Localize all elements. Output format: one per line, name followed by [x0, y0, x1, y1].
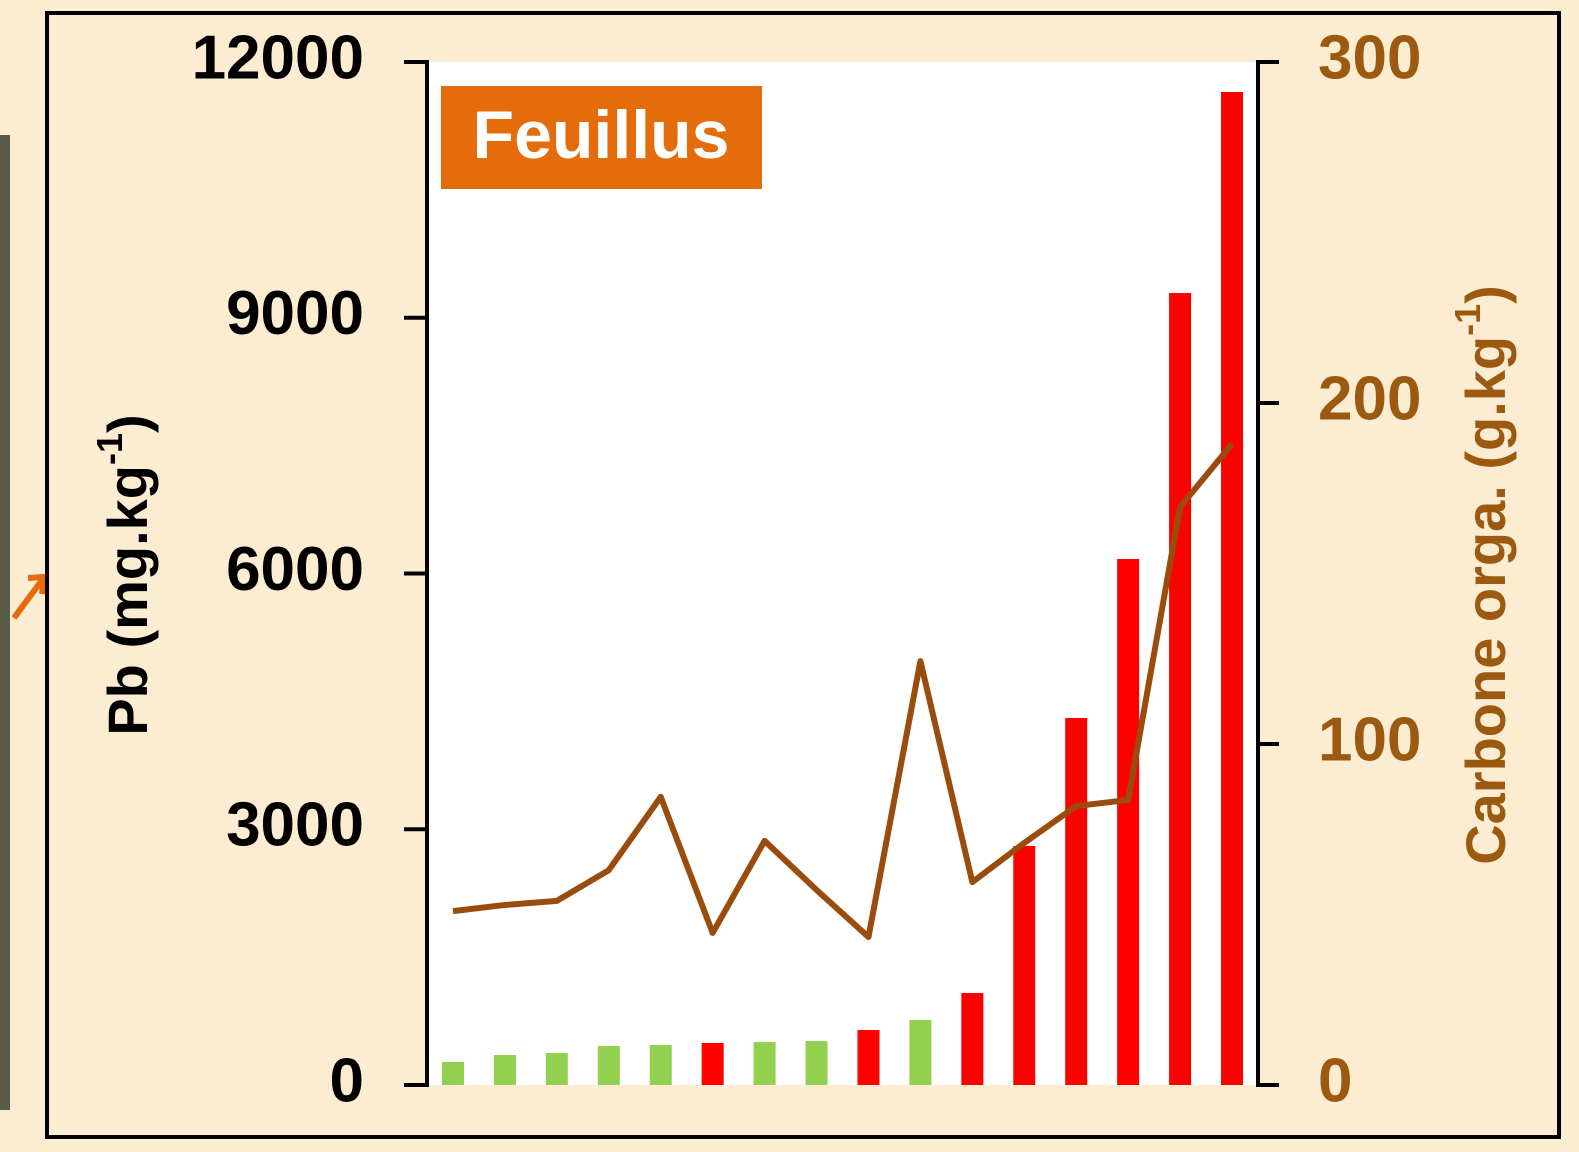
- arrow: [11, 578, 45, 620]
- y-title-sup: -1: [89, 433, 130, 465]
- annotation: Feuillus: [473, 97, 730, 173]
- y-axis-title: Pb (mg.kg-1): [89, 414, 159, 735]
- bar: [649, 1045, 672, 1085]
- bar: [805, 1041, 828, 1085]
- y-tick-label: 6000: [226, 535, 364, 604]
- bar: [1013, 845, 1036, 1085]
- line: [452, 442, 1235, 941]
- bar: [1117, 559, 1140, 1085]
- bar: [1221, 92, 1244, 1086]
- y-tick-label: 12000: [192, 23, 364, 92]
- y2-tick-label: 300: [1318, 23, 1421, 92]
- bar: [961, 993, 984, 1085]
- photo-edge: [0, 135, 10, 1110]
- y-title-part: ): [96, 414, 159, 433]
- bar: [493, 1054, 516, 1085]
- y2-title-part: Carbone orga. (g.kg: [1454, 336, 1517, 865]
- y2-tick-label: 100: [1318, 705, 1421, 774]
- bar: [701, 1042, 724, 1085]
- bar: [441, 1061, 464, 1085]
- y2-title-part: ): [1454, 285, 1517, 304]
- y2-title-sup: -1: [1447, 304, 1488, 336]
- bar: [1065, 717, 1088, 1085]
- bar: [545, 1053, 568, 1085]
- bar: [857, 1030, 880, 1085]
- y-tick-label: 0: [330, 1046, 364, 1115]
- y-tick-label: 9000: [226, 279, 364, 348]
- bar: [597, 1046, 620, 1085]
- arrow-head: [27, 573, 48, 595]
- annotation-box: [441, 86, 762, 189]
- bar: [753, 1042, 776, 1085]
- y-tick-label: 3000: [226, 791, 364, 860]
- y2-tick-label: 0: [1318, 1046, 1352, 1115]
- y2-axis-title: Carbone orga. (g.kg-1): [1447, 285, 1517, 865]
- bar: [1169, 293, 1192, 1086]
- bar: [909, 1020, 932, 1085]
- y2-tick-label: 200: [1318, 364, 1421, 433]
- y-title-part: Pb (mg.kg: [96, 465, 159, 736]
